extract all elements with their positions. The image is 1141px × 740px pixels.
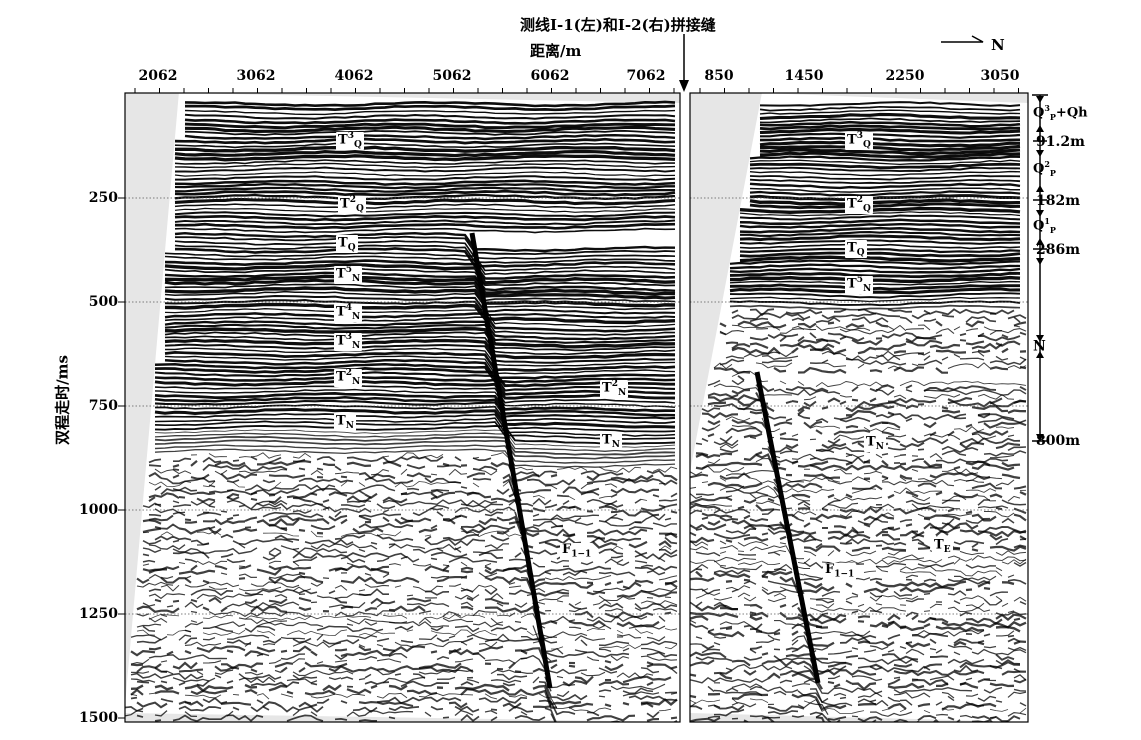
time-gridlines	[118, 197, 1028, 719]
strat-unit-label: N	[1033, 338, 1046, 355]
horizon-label: T2Q	[338, 195, 366, 214]
horizon-label: T3Q	[336, 131, 364, 150]
horizon-label: TE	[932, 537, 953, 555]
horizon-label: TN	[600, 432, 622, 450]
horizon-label: T5N	[334, 265, 363, 284]
y-tick-label: 250	[88, 190, 118, 206]
seam-title: 测线I-1(左)和I-2(右)拼接缝	[520, 16, 716, 34]
y-tick-label: 1000	[79, 502, 118, 518]
horizon-label: T2N	[600, 379, 629, 398]
north-label: N	[991, 36, 1005, 54]
horizon-label: TQ	[336, 235, 358, 253]
strat-unit-label: Q3P+Qh	[1033, 103, 1088, 122]
horizon-label: T2Q	[845, 195, 873, 214]
horizon-label: TN	[864, 434, 886, 452]
depth-label: 91.2m	[1036, 134, 1085, 150]
x-tick-label: 3050	[980, 68, 1020, 84]
horizon-label: T4N	[334, 303, 363, 322]
y-tick-label: 1500	[79, 710, 118, 726]
x-tick-label: 3062	[236, 68, 276, 84]
right-panel-reflections	[690, 93, 1028, 722]
strat-unit-label: Q1P	[1033, 216, 1056, 235]
horizon-label: T2N	[334, 368, 363, 387]
depth-label: 182m	[1036, 193, 1081, 209]
x-tick-marks	[134, 88, 1019, 93]
y-tick-label: 500	[88, 294, 118, 310]
horizon-label: T5N	[845, 275, 874, 294]
x-tick-label: 2062	[138, 68, 178, 84]
north-arrow-icon	[941, 35, 984, 43]
horizon-label: T3Q	[845, 131, 873, 150]
x-tick-label: 2250	[885, 68, 925, 84]
x-tick-label: 1450	[784, 68, 824, 84]
x-tick-label: 6062	[530, 68, 570, 84]
x-axis-label: 距离/m	[530, 42, 582, 60]
right-panel-frame	[689, 92, 1029, 723]
horizon-label: TQ	[845, 240, 867, 258]
left-panel-frame	[124, 92, 681, 723]
horizon-label: TN	[334, 413, 356, 431]
x-tick-label: 7062	[626, 68, 666, 84]
fault-label: F1−1	[823, 562, 857, 580]
depth-label: 286m	[1036, 242, 1081, 258]
fault-line-left	[469, 232, 553, 689]
y-tick-label: 750	[88, 398, 118, 414]
fault-label: F1−1	[560, 542, 594, 560]
x-tick-label: 5062	[432, 68, 472, 84]
x-tick-label: 850	[704, 68, 734, 84]
horizon-label: T3N	[334, 332, 363, 351]
seam-arrow-icon	[679, 80, 689, 92]
left-panel-reflections	[125, 93, 680, 722]
strat-unit-label: Q2P	[1033, 159, 1056, 178]
depth-label: 800m	[1036, 433, 1081, 449]
stratigraphic-column	[1032, 94, 1048, 442]
fault-line-right	[754, 371, 821, 684]
y-tick-label: 1250	[79, 606, 118, 622]
x-tick-label: 4062	[334, 68, 374, 84]
